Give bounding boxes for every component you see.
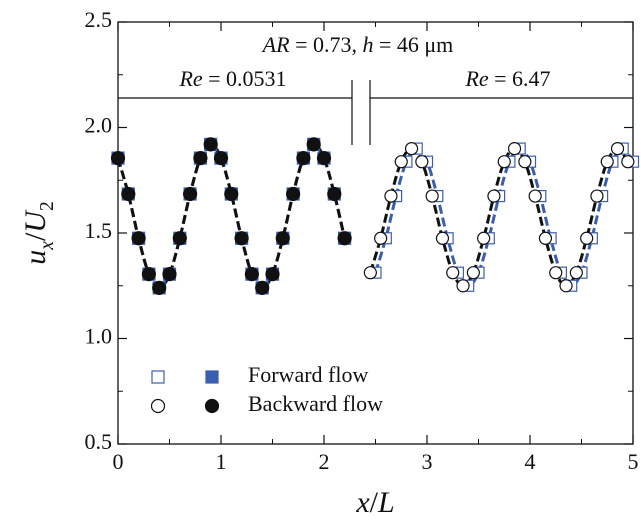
marker-circle: [466, 266, 480, 280]
marker-circle: [234, 231, 249, 246]
marker-circle: [255, 280, 270, 295]
text-part: = 0.73,: [290, 32, 363, 57]
x-tick-label: 4: [525, 449, 536, 474]
marker-circle: [224, 186, 239, 202]
marker-circle: [286, 186, 301, 202]
marker-circle: [204, 398, 220, 414]
marker-circle: [590, 189, 604, 203]
marker-circle: [193, 150, 208, 166]
legend-label: Backward flow: [248, 391, 383, 416]
text-part: /: [19, 232, 52, 241]
marker-square: [151, 370, 165, 384]
marker-circle: [415, 155, 429, 169]
text-part: L: [377, 486, 395, 519]
text-part: h: [362, 32, 373, 57]
fit-line: [116, 142, 347, 290]
marker-circle: [152, 280, 167, 295]
marker-circle: [559, 279, 573, 293]
marker-circle: [456, 279, 470, 293]
text-part: u: [19, 250, 52, 265]
fit-line: [116, 142, 347, 290]
text-part: Re: [464, 66, 488, 91]
marker-circle: [172, 231, 187, 246]
marker-circle: [162, 267, 177, 282]
text-part: Re: [178, 66, 202, 91]
marker-circle: [435, 231, 450, 245]
marker-square: [205, 370, 219, 384]
x-axis-label: x/L: [355, 486, 394, 519]
text-part: 2: [37, 201, 58, 211]
marker-circle: [374, 231, 388, 245]
annotation: Re = 6.47: [464, 66, 550, 91]
text-part: = 0.0531: [203, 66, 287, 91]
y-tick-label: 0.5: [85, 429, 113, 454]
y-tick-label: 1.0: [85, 324, 113, 349]
x-tick-label: 1: [216, 449, 227, 474]
marker-circle: [131, 231, 146, 246]
marker-circle: [507, 142, 522, 156]
marker-circle: [518, 155, 532, 169]
marker-circle: [528, 189, 542, 203]
marker-circle: [316, 150, 332, 166]
marker-circle: [213, 150, 229, 166]
marker-circle: [610, 142, 625, 156]
marker-circle: [265, 267, 280, 282]
marker-circle: [621, 155, 635, 169]
marker-circle: [580, 231, 594, 245]
fit-line: [368, 147, 630, 288]
x-tick-label: 2: [319, 449, 330, 474]
fit-line: [374, 147, 635, 288]
text-part: U: [19, 209, 52, 233]
marker-circle: [569, 266, 583, 280]
marker-circle: [327, 186, 342, 202]
marker-circle: [150, 398, 166, 414]
text-part: = 46 μm: [373, 32, 453, 57]
y-tick-label: 2.5: [85, 7, 113, 32]
x-tick-label: 0: [113, 449, 124, 474]
annotation: Re = 0.0531: [178, 66, 286, 91]
marker-circle: [306, 137, 321, 152]
legend-label: Forward flow: [248, 362, 368, 387]
marker-circle: [404, 142, 419, 156]
marker-circle: [425, 189, 439, 203]
marker-circle: [337, 231, 352, 246]
text-part: AR: [261, 32, 290, 57]
marker-circle: [538, 231, 553, 245]
marker-circle: [363, 266, 377, 280]
annotation: AR = 0.73, h = 46 μm: [261, 32, 454, 57]
y-tick-label: 1.5: [85, 218, 113, 243]
y-axis-label: ux/U2: [19, 201, 58, 264]
marker-circle: [549, 266, 563, 280]
marker-circle: [183, 186, 198, 202]
marker-circle: [110, 150, 126, 166]
text-part: /: [370, 486, 379, 519]
marker-circle: [600, 155, 614, 169]
marker-circle: [394, 155, 408, 169]
y-tick-label: 2.0: [85, 113, 113, 138]
marker-circle: [487, 189, 501, 203]
text-part: x: [355, 486, 370, 519]
text-part: = 6.47: [489, 66, 551, 91]
marker-circle: [203, 137, 218, 152]
marker-circle: [384, 189, 398, 203]
marker-circle: [477, 231, 491, 245]
marker-circle: [244, 267, 259, 282]
marker-circle: [141, 267, 156, 282]
x-tick-label: 3: [422, 449, 433, 474]
marker-circle: [296, 150, 311, 166]
marker-circle: [275, 231, 290, 246]
text-part: x: [37, 241, 58, 251]
marker-circle: [121, 186, 136, 202]
marker-circle: [446, 266, 460, 280]
marker-circle: [497, 155, 511, 169]
x-tick-label: 5: [628, 449, 639, 474]
